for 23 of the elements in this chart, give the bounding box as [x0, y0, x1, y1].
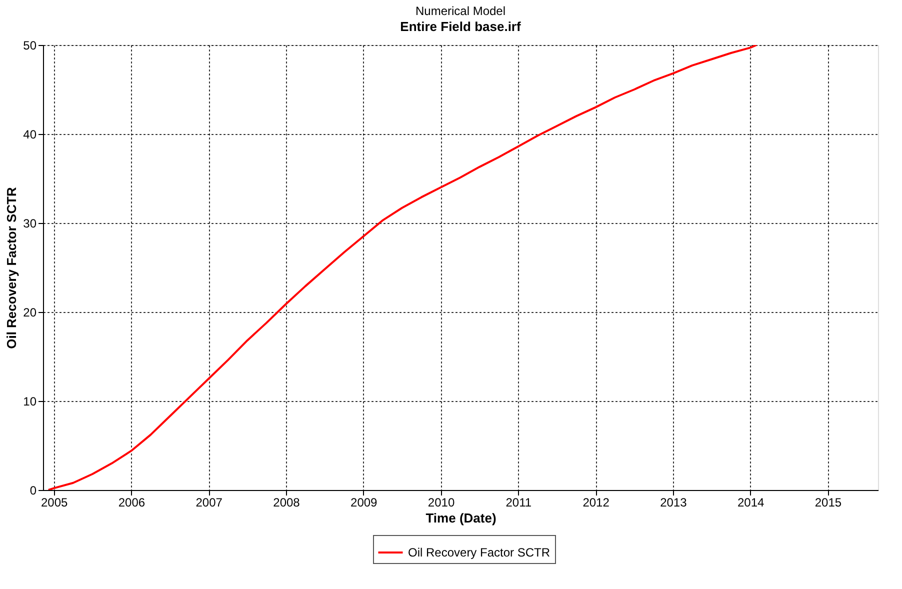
x-tick-label: 2011	[506, 496, 532, 510]
y-tick-label: 0	[30, 484, 37, 498]
legend-label: Oil Recovery Factor SCTR	[408, 546, 550, 560]
x-tick-label: 2008	[273, 496, 300, 510]
y-tick-label: 20	[23, 306, 37, 320]
y-tick-label: 50	[23, 38, 37, 52]
x-axis-title: Time (Date)	[426, 510, 496, 526]
y-tick-label: 30	[23, 216, 37, 230]
x-tick-label: 2013	[660, 496, 688, 510]
y-axis-title: Oil Recovery Factor SCTR	[4, 186, 20, 349]
line-series	[47, 45, 758, 490]
x-tick-label: 2015	[814, 496, 842, 510]
x-tick-label: 2009	[350, 496, 378, 510]
y-tick-label: 10	[23, 394, 37, 408]
y-tick-label: 40	[23, 128, 37, 142]
x-tick-label: 2007	[196, 496, 223, 510]
x-tick-label: 2012	[582, 496, 610, 510]
chart-title: Numerical Model	[415, 4, 506, 18]
x-tick-label: 2010	[428, 496, 455, 510]
chart-subtitle: Entire Field base.irf	[400, 19, 522, 34]
x-tick-label: 2005	[40, 496, 68, 510]
x-tick-label: 2014	[737, 496, 764, 510]
x-tick-label: 2006	[118, 496, 146, 510]
